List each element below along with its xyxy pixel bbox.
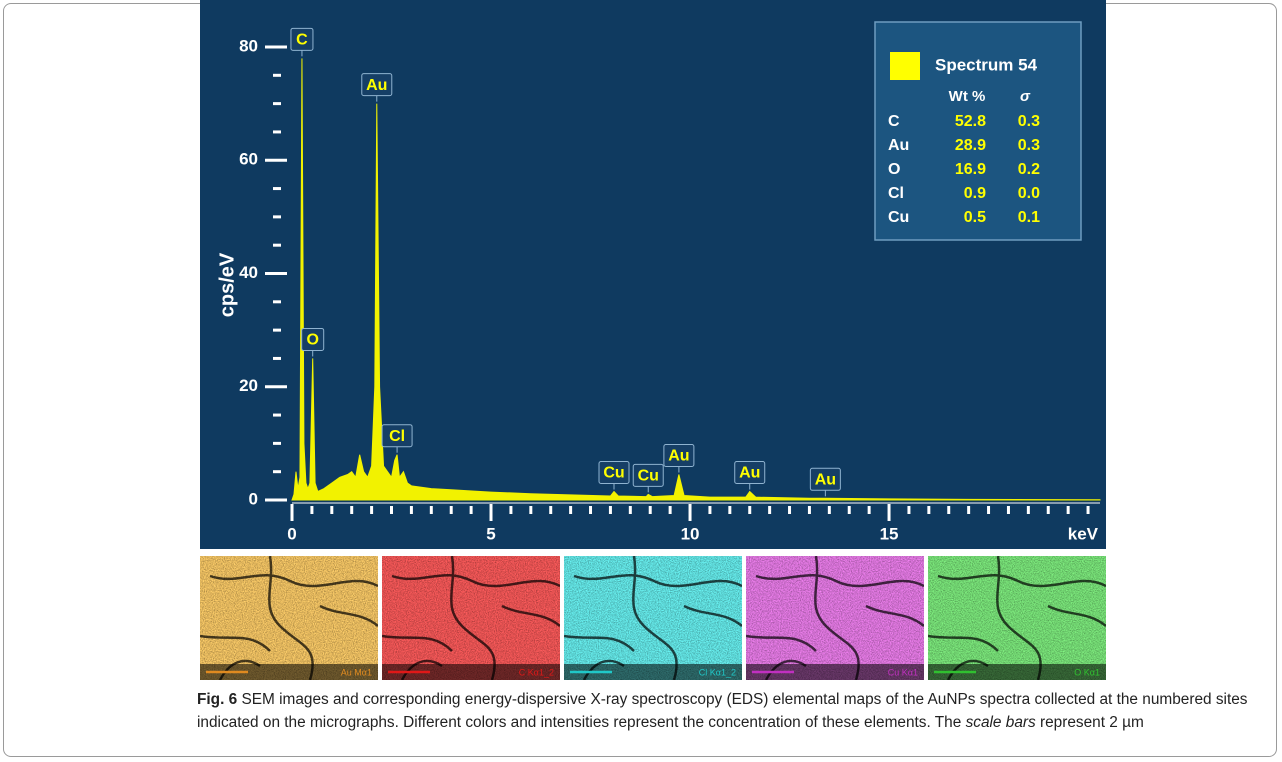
table-cell: Cl <box>888 185 904 202</box>
table-cell: 0.2 <box>1018 161 1040 178</box>
table-header: Wt % <box>949 88 986 105</box>
table-cell: C <box>888 113 900 130</box>
table-cell: 0.0 <box>1018 185 1040 202</box>
peak-label: Au <box>668 448 689 465</box>
element-map: Au Mα1 <box>200 556 378 680</box>
table-cell: 0.9 <box>964 185 986 202</box>
spectrum-chart: cps/eV keV Spectrum 54 Wt % σ C 52.8 0.3 Au 28… <box>0 0 1282 552</box>
table-cell: O <box>888 161 900 178</box>
map-label: Au Mα1 <box>341 667 372 677</box>
peak-label: Cu <box>603 465 624 482</box>
table-cell: 0.3 <box>1018 137 1040 154</box>
table-cell: 0.5 <box>964 209 986 226</box>
table-cell: 16.9 <box>955 161 986 178</box>
peak-label: O <box>306 332 318 349</box>
table-cell: 0.3 <box>1018 113 1040 130</box>
x-tick-label: 15 <box>880 524 899 543</box>
table-cell: 52.8 <box>955 113 986 130</box>
table-header: σ <box>1020 88 1031 105</box>
caption-label: Fig. 6 <box>197 691 237 708</box>
x-tick-label: 0 <box>287 524 296 543</box>
map-label: C Kα1_2 <box>519 667 554 677</box>
element-map: C Kα1_2 <box>382 556 560 680</box>
y-tick-label: 0 <box>249 489 258 508</box>
element-map: Cl Kα1_2 <box>564 556 742 680</box>
map-label: O Kα1 <box>1074 667 1100 677</box>
inset-table: Spectrum 54 Wt % σ C 52.8 0.3 Au 28.9 0.3 O 16.9 0… <box>875 22 1081 240</box>
map-noise <box>382 556 560 680</box>
element-map: Cu Kα1 <box>746 556 924 680</box>
legend-swatch <box>890 52 920 80</box>
caption: Fig. 6 SEM images and corresponding ener… <box>197 688 1272 734</box>
map-noise <box>746 556 924 680</box>
peak-label: C <box>296 32 308 49</box>
peak-label: Cu <box>638 468 659 485</box>
table-cell: Au <box>888 137 909 154</box>
peak-label: Au <box>366 77 387 94</box>
map-label: Cu Kα1 <box>888 667 918 677</box>
peak-label: Cl <box>389 428 405 445</box>
x-axis-label: keV <box>1068 524 1099 543</box>
table-cell: 28.9 <box>955 137 986 154</box>
map-label: Cl Kα1_2 <box>699 667 736 677</box>
legend-label: Spectrum 54 <box>935 55 1038 74</box>
caption-text-end: represent 2 µm <box>1040 714 1144 731</box>
element-maps: Au Mα1 C Kα1_2 Cl Kα1_2 Cu Kα1 O Kα1 <box>200 556 1106 680</box>
x-tick-label: 5 <box>486 524 495 543</box>
y-tick-label: 20 <box>239 376 258 395</box>
element-map: O Kα1 <box>928 556 1106 680</box>
map-noise <box>564 556 742 680</box>
y-tick-label: 60 <box>239 150 258 169</box>
map-noise <box>928 556 1106 680</box>
y-tick-label: 40 <box>239 263 258 282</box>
peak-label: Au <box>815 472 836 489</box>
caption-emphasis: scale bars <box>966 714 1036 731</box>
page: {"chart_data": { "type": "area", "y_labe… <box>0 0 1282 762</box>
y-axis-label: cps/eV <box>216 252 238 317</box>
table-cell: Cu <box>888 209 909 226</box>
peak-label: Au <box>739 465 760 482</box>
table-cell: 0.1 <box>1018 209 1040 226</box>
y-tick-label: 80 <box>239 36 258 55</box>
x-tick-label: 10 <box>681 524 700 543</box>
map-noise <box>200 556 378 680</box>
